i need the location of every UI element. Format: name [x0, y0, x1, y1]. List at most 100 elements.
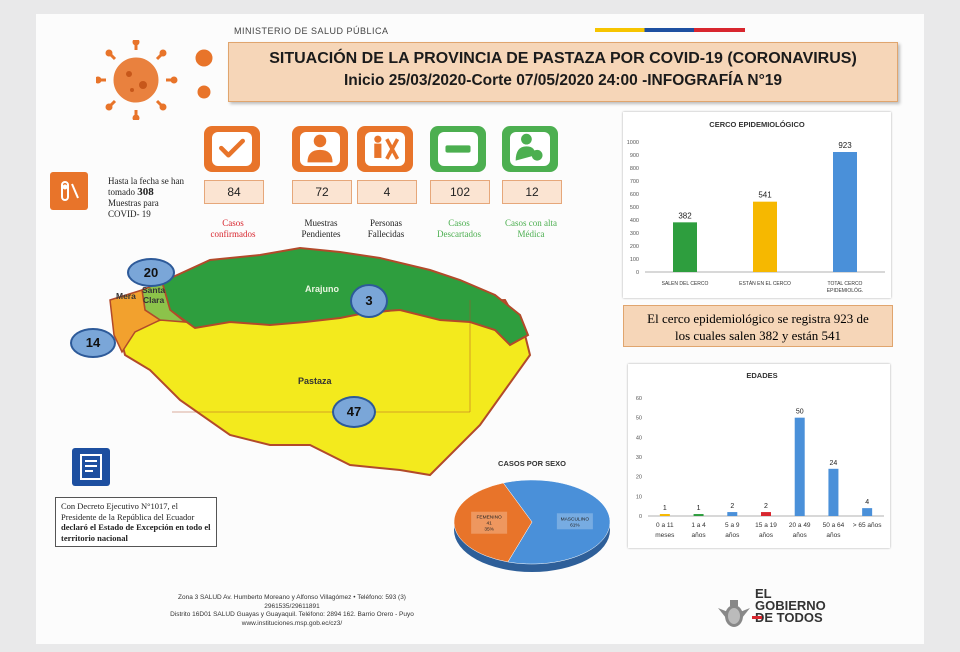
stat-label: Casos con alta Médica	[491, 218, 571, 240]
data-label: 923	[838, 141, 852, 150]
tests-line2: tomado	[108, 187, 138, 197]
x-tick-label: años	[793, 532, 808, 539]
map-label-mera: Mera	[116, 291, 136, 301]
x-tick-label: 5 a 9	[725, 522, 740, 529]
province-map	[109, 246, 532, 477]
stat-label-line2: confirmados	[210, 229, 256, 239]
stat-label: Muestras Pendientes	[281, 218, 361, 240]
x-tick-label: 50 a 64	[823, 522, 845, 529]
tests-count: 308	[137, 186, 154, 198]
gobierno-logo: EL GOBIERNO DE TODOS	[755, 586, 826, 625]
x-tick-label: EPIDEMIOLÓG.	[827, 287, 863, 294]
edades-chart-panel	[628, 364, 890, 548]
map-region-mera	[109, 289, 162, 354]
y-tick-label: 60	[636, 396, 642, 402]
bar	[794, 417, 805, 516]
bar	[753, 201, 777, 272]
data-label: 50	[796, 409, 804, 416]
y-tick-label: 700	[630, 179, 639, 185]
stat-label: Personas Fallecidas	[346, 218, 426, 240]
stat-label-line1: Casos	[448, 218, 470, 228]
x-tick-label: años	[759, 532, 774, 539]
footer-address: Zona 3 SALUD Av. Humberto Moreano y Alfo…	[170, 594, 414, 627]
edades-bar-chart: EDADES 0 10 20 30 40 50 60 1 0 a 11 meses 1 1 a 4 año…	[636, 371, 884, 539]
virus-icon	[96, 40, 213, 120]
title-banner: SITUACIÓN DE LA PROVINCIA DE PASTAZA POR…	[228, 42, 898, 102]
stat-value: 102	[430, 180, 490, 204]
decree-note: Con Decreto Ejecutivo N°1017, el Preside…	[55, 497, 217, 547]
stat-value: 72	[292, 180, 352, 204]
pie-slice-femenino	[453, 482, 533, 563]
x-tick-label: años	[826, 532, 841, 539]
pie-label: FEMENINO	[476, 515, 502, 521]
cerco-bar-chart: CERCO EPIDEMIOLÓGICO 0 100 200 300 400 500 600 7…	[627, 120, 885, 294]
cerco-summary: El cerco epidemiológico se registra 923 …	[623, 305, 893, 347]
pie-label-box	[556, 513, 593, 530]
stat-label-line2: Descartados	[437, 229, 481, 239]
y-tick-label: 20	[636, 475, 642, 481]
bar	[833, 152, 857, 272]
x-tick-label: 0 a 11	[656, 522, 674, 529]
pie-label: 35%	[484, 527, 494, 533]
stat-label-line1: Casos con alta	[505, 218, 557, 228]
map-label-pastaza: Pastaza	[298, 376, 332, 386]
y-tick-label: 300	[630, 231, 639, 237]
x-tick-label: 1 a 4	[691, 522, 706, 529]
bar	[761, 512, 771, 516]
bar	[693, 514, 704, 516]
stat-label: Casos Descartados	[419, 218, 499, 240]
x-tick-label: ESTÁN EN EL CERCO	[739, 280, 791, 287]
map-region-pastaza	[118, 298, 532, 477]
y-tick-label: 100	[630, 257, 639, 263]
stat-value: 84	[204, 180, 264, 204]
data-label: 1	[697, 505, 701, 512]
main-title: SITUACIÓN DE LA PROVINCIA DE PASTAZA POR…	[269, 50, 857, 67]
bar	[659, 514, 670, 516]
coat-of-arms-icon	[718, 600, 750, 627]
y-tick-label: 600	[630, 192, 639, 198]
x-tick-label: años	[692, 532, 707, 539]
data-label: 382	[678, 211, 692, 220]
data-label: 4	[865, 499, 869, 506]
ministry-label: MINISTERIO DE SALUD PÚBLICA	[234, 26, 389, 36]
x-tick-label: SALEN DEL CERCO	[662, 281, 709, 287]
bar	[673, 222, 697, 272]
stat-label-line1: Personas	[370, 218, 402, 228]
case-badge-arajuno: 3	[350, 284, 388, 318]
discharge-icon	[502, 126, 558, 172]
chart-title: CASOS POR SEXO	[498, 459, 566, 468]
y-tick-label: 1000	[627, 140, 639, 146]
stat-label-line2: Fallecidas	[367, 229, 405, 239]
pie-slice-masculino	[502, 479, 611, 565]
pie-label: 61%	[570, 522, 580, 528]
tests-line3: Muestras para	[108, 198, 159, 208]
case-badge-mera: 14	[70, 328, 116, 358]
stat-value: 4	[357, 180, 417, 204]
y-tick-label: 200	[630, 244, 639, 250]
y-tick-label: 10	[636, 494, 642, 500]
x-tick-label: 20 a 49	[789, 522, 811, 529]
x-tick-label: 15 a 19	[755, 522, 777, 529]
data-label: 2	[764, 503, 768, 510]
y-tick-label: 500	[630, 205, 639, 211]
tests-text: Hasta la fecha se han tomado 308 Muestra…	[108, 176, 208, 220]
stat-value: 12	[502, 180, 562, 204]
stat-label-line2: Pendientes	[301, 229, 341, 239]
minus-icon	[430, 126, 486, 172]
y-tick-label: 400	[630, 218, 639, 224]
check-icon	[204, 126, 260, 172]
data-label: 1	[663, 505, 667, 512]
decree-document-icon	[72, 448, 110, 486]
stat-label-line1: Muestras	[304, 218, 338, 228]
y-tick-label: 30	[636, 455, 642, 461]
flag-stripe	[595, 28, 745, 32]
data-label: 2	[730, 503, 734, 510]
pie-label: 41	[486, 521, 492, 527]
x-tick-label: años	[725, 532, 740, 539]
data-label: 541	[758, 191, 772, 200]
data-label: 24	[830, 460, 838, 467]
map-region-arajuno	[160, 246, 530, 347]
stat-label: Casos confirmados	[193, 218, 273, 240]
y-tick-label: 0	[636, 270, 639, 276]
